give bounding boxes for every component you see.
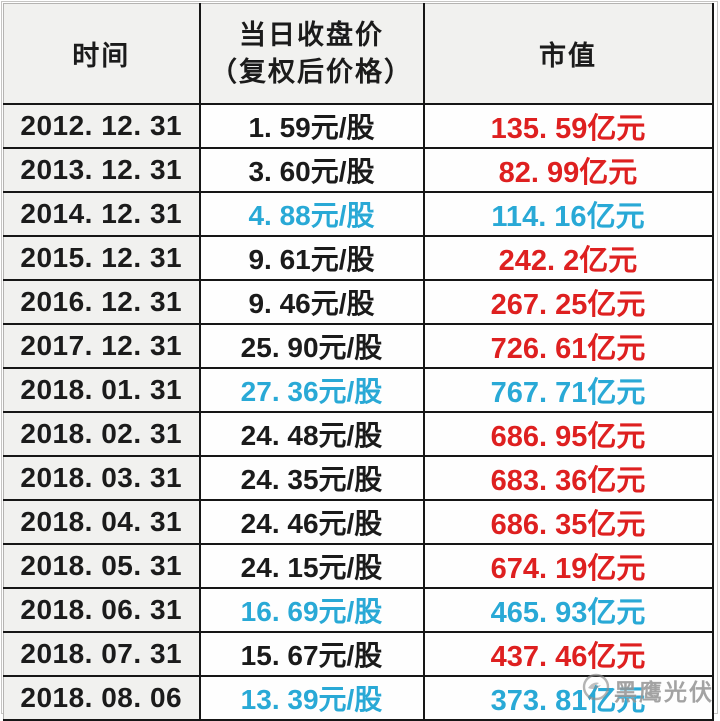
table-row: 2018. 03. 31 24. 35元/股 683. 36亿元 (3, 455, 714, 501)
date-cell: 2018. 02. 31 (3, 411, 201, 457)
table-row: 2018. 05. 31 24. 15元/股 674. 19亿元 (3, 543, 714, 589)
market-cap-cell: 242. 2亿元 (422, 235, 714, 281)
date-cell: 2018. 08. 06 (3, 675, 201, 721)
date-cell: 2018. 01. 31 (3, 367, 201, 413)
market-cap-cell: 686. 35亿元 (422, 499, 714, 545)
price-cell: 1. 59元/股 (198, 103, 425, 149)
table-row: 2012. 12. 31 1. 59元/股 135. 59亿元 (3, 103, 714, 149)
table-row: 2018. 01. 31 27. 36元/股 767. 71亿元 (3, 367, 714, 413)
table-row: 2018. 02. 31 24. 48元/股 686. 95亿元 (3, 411, 714, 457)
market-cap-cell: 686. 95亿元 (422, 411, 714, 457)
date-cell: 2014. 12. 31 (3, 191, 201, 237)
price-cell: 9. 46元/股 (198, 279, 425, 325)
header-price-line2: （复权后价格） (210, 56, 413, 87)
date-cell: 2013. 12. 31 (3, 147, 201, 193)
price-cell: 16. 69元/股 (198, 587, 425, 633)
table-body: 2012. 12. 31 1. 59元/股 135. 59亿元 2013. 12. 3… (3, 103, 714, 721)
market-cap-cell: 726. 61亿元 (422, 323, 714, 369)
market-cap-cell: 82. 99亿元 (422, 147, 714, 193)
price-cell: 3. 60元/股 (198, 147, 425, 193)
date-cell: 2015. 12. 31 (3, 235, 201, 281)
price-cell: 24. 46元/股 (198, 499, 425, 545)
market-cap-cell: 114. 16亿元 (422, 191, 714, 237)
price-cell: 15. 67元/股 (198, 631, 425, 677)
table-row: 2015. 12. 31 9. 61元/股 242. 2亿元 (3, 235, 714, 281)
table-row: 2018. 07. 31 15. 67元/股 437. 46亿元 (3, 631, 714, 677)
market-cap-cell: 267. 25亿元 (422, 279, 714, 325)
table-row: 2014. 12. 31 4. 88元/股 114. 16亿元 (3, 191, 714, 237)
price-cell: 24. 48元/股 (198, 411, 425, 457)
price-cell: 25. 90元/股 (198, 323, 425, 369)
price-cell: 4. 88元/股 (198, 191, 425, 237)
header-price-line1: 当日收盘价 (239, 19, 384, 50)
price-cell: 24. 15元/股 (198, 543, 425, 589)
date-cell: 2018. 03. 31 (3, 455, 201, 501)
market-cap-cell: 767. 71亿元 (422, 367, 714, 413)
date-cell: 2012. 12. 31 (3, 103, 201, 149)
table-row: 2018. 06. 31 16. 69元/股 465. 93亿元 (3, 587, 714, 633)
table-row: 2018. 04. 31 24. 46元/股 686. 35亿元 (3, 499, 714, 545)
table-row: 2017. 12. 31 25. 90元/股 726. 61亿元 (3, 323, 714, 369)
table-row: 2016. 12. 31 9. 46元/股 267. 25亿元 (3, 279, 714, 325)
table-row: 2013. 12. 31 3. 60元/股 82. 99亿元 (3, 147, 714, 193)
price-cell: 9. 61元/股 (198, 235, 425, 281)
header-market-cap-label: 市值 (539, 41, 597, 71)
market-cap-cell: 674. 19亿元 (422, 543, 714, 589)
table-row: 2018. 08. 06 13. 39元/股 373. 81亿元 (3, 675, 714, 721)
price-cell: 13. 39元/股 (198, 675, 425, 721)
table-header-market-cap: 市值 (422, 3, 714, 105)
date-cell: 2016. 12. 31 (3, 279, 201, 325)
date-cell: 2017. 12. 31 (3, 323, 201, 369)
market-cap-cell: 373. 81亿元 (422, 675, 714, 721)
date-cell: 2018. 05. 31 (3, 543, 201, 589)
market-cap-cell: 135. 59亿元 (422, 103, 714, 149)
date-cell: 2018. 07. 31 (3, 631, 201, 677)
market-cap-cell: 437. 46亿元 (422, 631, 714, 677)
date-cell: 2018. 04. 31 (3, 499, 201, 545)
market-cap-cell: 465. 93亿元 (422, 587, 714, 633)
stock-price-table: 时间 当日收盘价 （复权后价格） 市值 2012. 12. 31 1. 59元/股… (3, 3, 714, 721)
table-header-price: 当日收盘价 （复权后价格） (198, 3, 425, 105)
date-cell: 2018. 06. 31 (3, 587, 201, 633)
market-cap-cell: 683. 36亿元 (422, 455, 714, 501)
header-time-label: 时间 (72, 41, 131, 71)
table-header-row: 时间 当日收盘价 （复权后价格） 市值 (3, 3, 714, 105)
price-cell: 27. 36元/股 (198, 367, 425, 413)
table-header-time: 时间 (3, 3, 201, 105)
price-cell: 24. 35元/股 (198, 455, 425, 501)
